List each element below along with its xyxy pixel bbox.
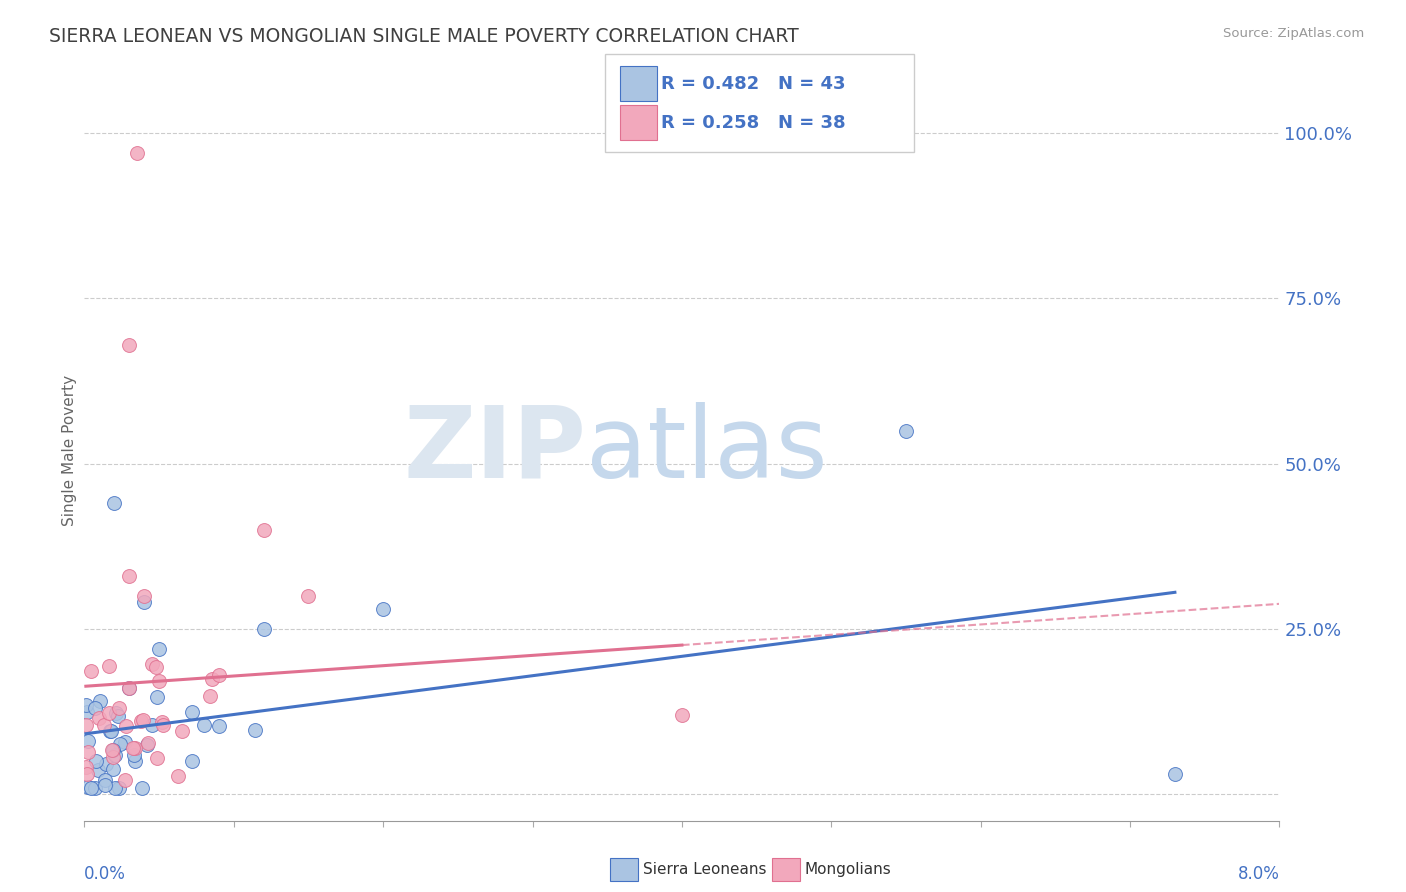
Text: R = 0.258   N = 38: R = 0.258 N = 38 [661, 114, 845, 132]
Point [145, 751, 167, 765]
Point [193, 718, 215, 732]
Point [76, 767, 98, 781]
Point [83, 701, 105, 715]
Point [103, 749, 125, 764]
Point [894, 424, 917, 438]
Point [118, 337, 141, 351]
Point [84, 780, 107, 795]
Point [124, 740, 146, 755]
Point [141, 718, 163, 732]
Point [253, 622, 276, 636]
Point [76, 706, 98, 720]
Text: SIERRA LEONEAN VS MONGOLIAN SINGLE MALE POVERTY CORRELATION CHART: SIERRA LEONEAN VS MONGOLIAN SINGLE MALE … [49, 27, 799, 45]
Point [118, 681, 141, 696]
Point [104, 748, 127, 763]
Point [108, 737, 131, 751]
Point [172, 724, 194, 739]
Point [122, 748, 145, 763]
Point [103, 496, 125, 510]
Point [114, 735, 136, 749]
Point [87, 711, 110, 725]
Point [118, 569, 141, 583]
Point [80, 665, 103, 679]
Point [245, 723, 267, 738]
Text: 8.0%: 8.0% [1237, 865, 1279, 883]
Y-axis label: Single Male Poverty: Single Male Poverty [62, 375, 77, 526]
Point [201, 673, 224, 687]
Text: R = 0.482   N = 43: R = 0.482 N = 43 [661, 75, 845, 93]
Point [148, 674, 170, 689]
Point [132, 595, 156, 609]
Text: 0.0%: 0.0% [84, 865, 127, 883]
Point [150, 714, 173, 729]
Point [87, 763, 110, 777]
Point [75, 698, 97, 713]
Point [135, 738, 157, 752]
Point [98, 723, 121, 738]
Point [75, 718, 97, 732]
Point [166, 769, 188, 783]
Point [94, 756, 117, 771]
Point [253, 523, 276, 537]
Point [80, 780, 103, 795]
Point [208, 719, 231, 733]
Point [141, 657, 163, 672]
Point [94, 773, 117, 788]
Point [107, 708, 129, 723]
Point [131, 780, 153, 795]
Point [373, 602, 395, 616]
Point [145, 660, 167, 674]
Point [98, 706, 121, 720]
Point [115, 719, 138, 733]
Point [121, 740, 143, 755]
Point [100, 724, 122, 739]
Point [208, 668, 231, 682]
Point [125, 146, 148, 161]
Point [75, 759, 97, 773]
Point [118, 681, 141, 696]
Point [101, 762, 124, 776]
Point [76, 745, 98, 759]
Point [84, 755, 107, 769]
Text: ZIP: ZIP [404, 402, 586, 499]
Point [76, 780, 98, 794]
Point [103, 743, 125, 757]
Point [129, 714, 152, 729]
Point [89, 694, 111, 708]
Point [180, 705, 202, 719]
Point [104, 706, 127, 720]
Point [138, 736, 160, 750]
Point [148, 641, 170, 656]
Point [94, 778, 117, 792]
Point [1164, 767, 1187, 781]
Point [108, 780, 131, 795]
Point [152, 718, 174, 732]
Text: Mongolians: Mongolians [804, 863, 891, 877]
Point [93, 717, 115, 731]
Point [132, 589, 156, 603]
Point [671, 707, 693, 722]
Point [297, 589, 319, 603]
Text: Source: ZipAtlas.com: Source: ZipAtlas.com [1223, 27, 1364, 40]
Text: atlas: atlas [586, 402, 828, 499]
Point [114, 773, 136, 788]
Point [132, 713, 155, 727]
Point [198, 689, 221, 703]
Point [101, 743, 124, 757]
Point [97, 659, 120, 673]
Point [146, 690, 169, 705]
Point [77, 734, 100, 748]
Text: Sierra Leoneans: Sierra Leoneans [643, 863, 766, 877]
Point [104, 780, 127, 795]
Point [108, 700, 131, 714]
Point [124, 754, 146, 768]
Point [181, 754, 204, 768]
